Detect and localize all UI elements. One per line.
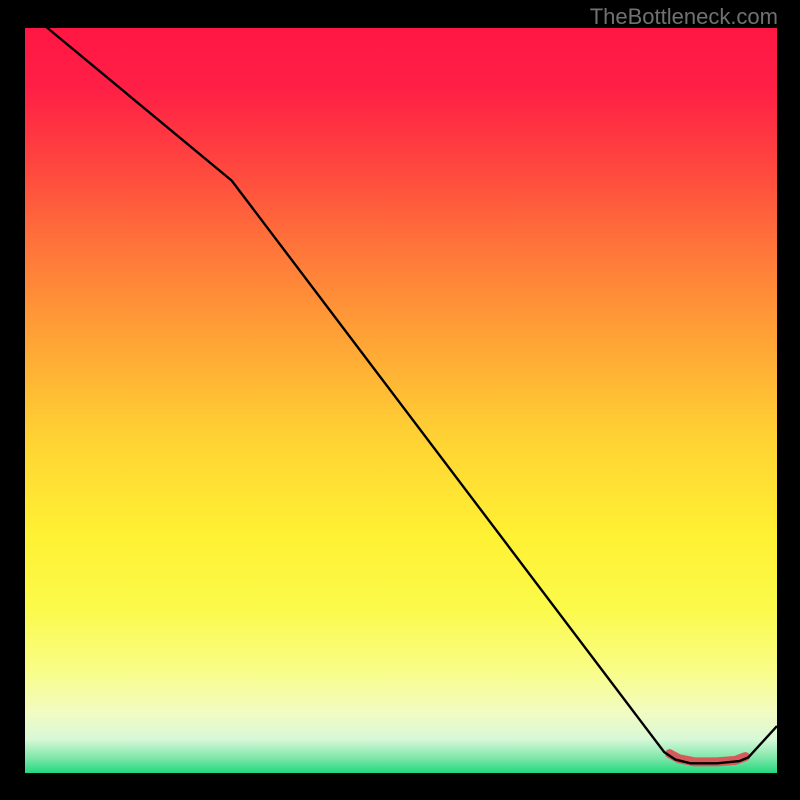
chart-container: { "watermark": { "text": "TheBottleneck.…: [0, 0, 800, 800]
plot-background: [25, 28, 777, 773]
watermark-text: TheBottleneck.com: [590, 4, 778, 30]
bottleneck-chart-svg: [0, 0, 800, 800]
